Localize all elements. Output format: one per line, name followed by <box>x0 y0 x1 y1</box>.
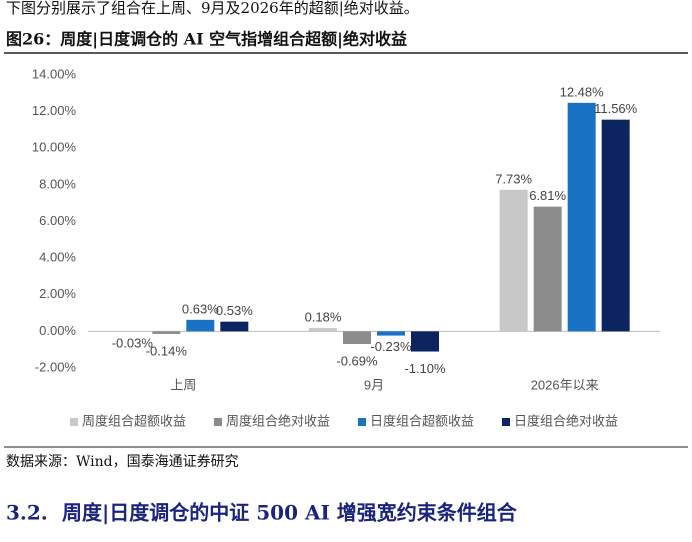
legend-swatch <box>70 418 78 426</box>
value-label: -0.69% <box>336 353 378 368</box>
y-tick-label: 12.00% <box>32 103 77 118</box>
value-label: 7.73% <box>495 171 532 186</box>
bar <box>601 119 630 332</box>
figure-title: 图26：周度|日度调仓的 AI 空气指增组合超额|绝对收益 <box>6 30 407 49</box>
bar <box>411 331 439 352</box>
legend-label: 日度组合绝对收益 <box>514 413 618 428</box>
bar <box>152 331 181 334</box>
x-tick-label: 上周 <box>170 377 196 392</box>
bar <box>309 328 337 332</box>
legend-label: 周度组合绝对收益 <box>226 413 330 428</box>
intro-text: 下图分别展示了组合在上周、9月及2026年的超额|绝对收益。 <box>6 0 419 17</box>
value-label: 0.63% <box>182 301 219 316</box>
section-title: 周度|日度调仓的中证 500 AI 增强宽约束条件组合 <box>62 501 518 525</box>
bar <box>186 319 215 332</box>
value-label: 12.48% <box>560 84 605 99</box>
value-label: 0.53% <box>216 303 253 318</box>
legend-label: 周度组合超额收益 <box>82 413 186 428</box>
y-tick-label: 4.00% <box>39 250 76 265</box>
value-label: -0.03% <box>112 335 154 350</box>
legend-swatch <box>214 418 222 426</box>
bar <box>499 189 528 332</box>
bar <box>377 331 405 336</box>
y-tick-label: 2.00% <box>39 286 76 301</box>
legend-swatch <box>502 418 510 426</box>
legend-swatch <box>358 418 366 426</box>
value-label: 0.18% <box>305 310 342 325</box>
y-tick-label: 14.00% <box>32 66 77 81</box>
y-tick-label: 10.00% <box>32 140 77 155</box>
legend-label: 日度组合超额收益 <box>370 413 474 428</box>
y-tick-label: -2.00% <box>35 359 77 374</box>
bar <box>343 331 371 345</box>
bar <box>533 206 562 332</box>
y-tick-label: 0.00% <box>39 323 76 338</box>
y-tick-label: 6.00% <box>39 213 76 228</box>
value-label: 6.81% <box>529 188 566 203</box>
value-label: 11.56% <box>594 101 638 116</box>
source-text: 数据来源：Wind，国泰海通证券研究 <box>6 454 239 470</box>
section-number: 3.2. <box>6 501 48 525</box>
bar <box>220 321 249 332</box>
value-label: -1.10% <box>404 361 446 376</box>
x-tick-label: 9月 <box>364 377 384 392</box>
bar <box>567 102 596 332</box>
y-tick-label: 8.00% <box>39 176 76 191</box>
x-tick-label: 2026年以来 <box>531 377 599 392</box>
bar <box>118 331 147 332</box>
value-label: -0.23% <box>370 339 412 354</box>
value-label: -0.14% <box>146 343 188 358</box>
